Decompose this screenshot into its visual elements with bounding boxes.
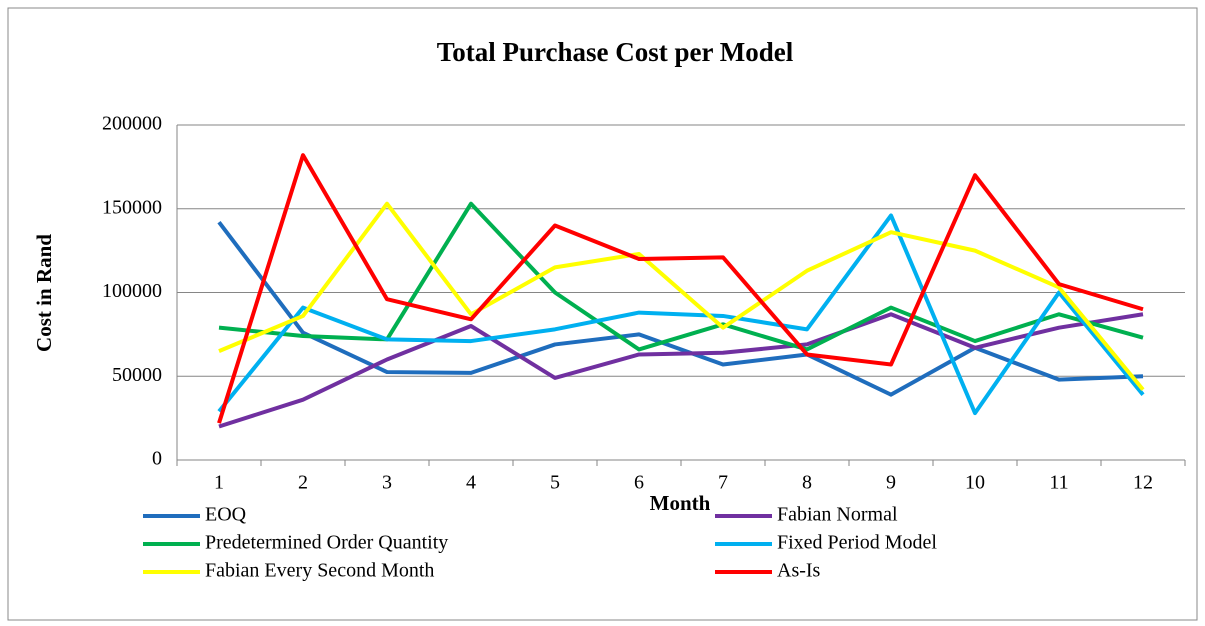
x-tick-label: 4 <box>466 472 476 494</box>
series-line <box>217 213 1145 416</box>
series-line <box>218 201 1145 391</box>
x-tick-label: 1 <box>214 472 224 494</box>
y-tick-label: 50000 <box>112 364 162 386</box>
chart-title: Total Purchase Cost per Model <box>437 37 794 67</box>
series-line <box>217 153 1144 424</box>
y-tick-label: 100000 <box>102 280 162 302</box>
legend-label: Fabian Normal <box>777 504 898 526</box>
x-tick-label: 8 <box>802 472 812 494</box>
x-tick-label: 10 <box>965 472 985 494</box>
series-line <box>218 312 1144 429</box>
x-axis-title: Month <box>650 491 711 515</box>
series-line <box>218 201 1144 352</box>
legend-label: Predetermined Order Quantity <box>205 532 448 554</box>
legend-label: As-Is <box>777 560 821 582</box>
x-tick-label: 5 <box>550 472 560 494</box>
legend-label: Fixed Period Model <box>777 532 937 554</box>
x-tick-label: 12 <box>1133 472 1153 494</box>
legend-label: Fabian Every Second Month <box>205 560 434 582</box>
x-tick-label: 2 <box>298 472 308 494</box>
legend-label: EOQ <box>205 504 247 526</box>
y-tick-label: 0 <box>152 448 162 470</box>
x-tick-label: 11 <box>1049 472 1068 494</box>
x-tick-label: 7 <box>718 472 728 494</box>
y-tick-label: 150000 <box>102 196 162 218</box>
x-tick-label: 6 <box>634 472 644 494</box>
chart-border <box>7 7 1198 621</box>
y-axis-title: Cost in Rand <box>32 234 56 352</box>
y-tick-label: 200000 <box>102 113 162 135</box>
x-tick-label: 9 <box>886 472 896 494</box>
x-tick-label: 3 <box>382 472 392 494</box>
